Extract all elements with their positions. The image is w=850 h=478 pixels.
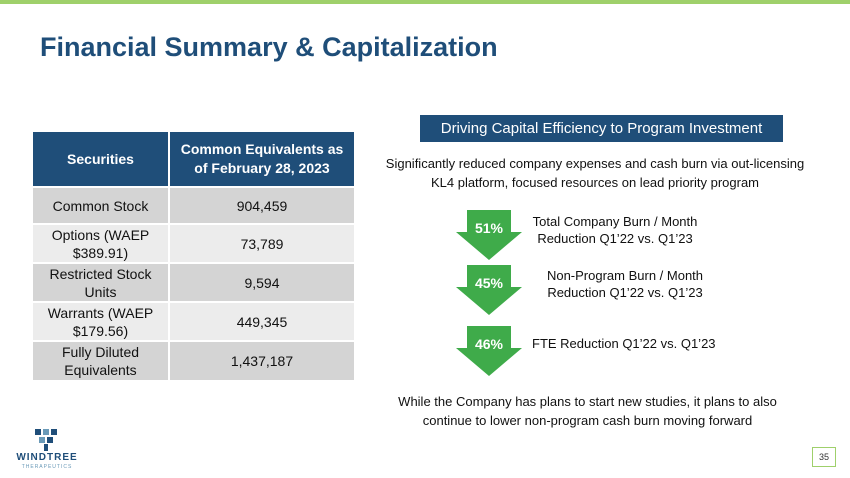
metric-arrow-3: 46% [456, 326, 522, 376]
table-row: Fully Diluted Equivalents 1,437,187 [33, 340, 354, 380]
top-accent-bar [0, 0, 850, 4]
table-cell-security: Fully Diluted Equivalents [33, 340, 170, 380]
metric-percent: 46% [474, 336, 504, 352]
table-header-securities: Securities [33, 132, 170, 187]
table-row: Options (WAEP $389.91) 73,789 [33, 223, 354, 263]
table-header-equivalents: Common Equivalents as of February 28, 20… [169, 132, 354, 187]
table-cell-value: 449,345 [169, 301, 354, 341]
metric-percent: 51% [474, 220, 504, 236]
metric-arrow-2: 45% [456, 265, 522, 315]
table-cell-value: 1,437,187 [169, 340, 354, 380]
securities-table: Securities Common Equivalents as of Febr… [33, 132, 354, 380]
company-logo: WINDTREE THERAPEUTICS [12, 428, 82, 470]
closing-paragraph: While the Company has plans to start new… [398, 394, 777, 428]
table-header-row: Securities Common Equivalents as of Febr… [33, 132, 354, 187]
table-row: Common Stock 904,459 [33, 186, 354, 224]
metric-arrow-1: 51% [456, 210, 522, 260]
down-arrow-icon [456, 210, 522, 260]
section-banner: Driving Capital Efficiency to Program In… [420, 115, 783, 142]
intro-paragraph: Significantly reduced company expenses a… [385, 156, 805, 190]
table-cell-security: Options (WAEP $389.91) [33, 223, 170, 263]
metric-label: Total Company Burn / Month Reduction Q1’… [532, 214, 698, 246]
page-number: 35 [812, 447, 836, 467]
table-cell-value: 73,789 [169, 223, 354, 263]
table-cell-value: 9,594 [169, 262, 354, 302]
table-cell-security: Restricted Stock Units [33, 262, 170, 302]
slide-title: Financial Summary & Capitalization [40, 32, 498, 62]
table-cell-security: Warrants (WAEP $179.56) [33, 301, 170, 341]
table-row: Warrants (WAEP $179.56) 449,345 [33, 301, 354, 341]
metric-percent: 45% [474, 275, 504, 291]
logo-wordmark: WINDTREE [16, 452, 78, 463]
down-arrow-icon [456, 265, 522, 315]
table-cell-value: 904,459 [169, 186, 354, 224]
tree-icon [35, 429, 57, 451]
table-cell-security: Common Stock [33, 186, 170, 224]
logo-tagline: THERAPEUTICS [21, 464, 73, 470]
metric-label: FTE Reduction Q1’22 vs. Q1’23 [532, 336, 716, 351]
table-row: Restricted Stock Units 9,594 [33, 262, 354, 302]
down-arrow-icon [456, 326, 522, 376]
metric-label: Non-Program Burn / Month Reduction Q1’22… [546, 268, 704, 300]
